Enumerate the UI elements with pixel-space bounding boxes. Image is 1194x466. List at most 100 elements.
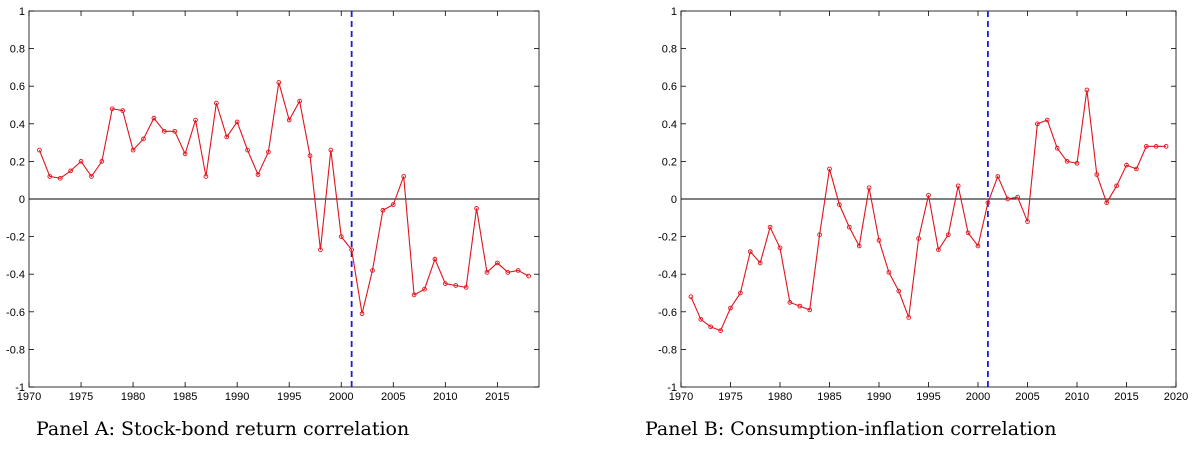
panel-b-x-tick-label: 1980 bbox=[768, 391, 792, 403]
panel-b-data-point bbox=[945, 232, 951, 238]
panel-a-data-point bbox=[276, 80, 282, 85]
panel-b-data-point bbox=[1015, 194, 1020, 200]
panel-a-data-point bbox=[318, 247, 323, 253]
panel-b-data-point bbox=[846, 224, 852, 230]
panel-a-y-tick-label: -1 bbox=[15, 382, 25, 394]
panel-b-data-point bbox=[817, 232, 822, 238]
panel-a-data-point bbox=[255, 172, 261, 177]
panel-a-data-point bbox=[370, 268, 375, 273]
panel-b-x-tick-label: 2000 bbox=[966, 391, 990, 403]
panel-b-data-point bbox=[955, 183, 961, 189]
panel-b-data-point bbox=[995, 174, 1001, 179]
panel-a-data-point bbox=[203, 174, 209, 179]
panel-a-y-tick-label: -0.4 bbox=[6, 269, 25, 281]
panel-b-data-point bbox=[1054, 145, 1060, 151]
panel-a-x-tick-label: 2015 bbox=[485, 391, 509, 403]
panel-a-caption: Panel A: Stock-bond return correlation bbox=[36, 418, 410, 440]
panel-a-data-point bbox=[422, 286, 427, 292]
panel-b-data-point bbox=[767, 224, 773, 230]
panel-b-x-tick-label: 1985 bbox=[817, 391, 841, 403]
panel-a-data-point bbox=[161, 128, 167, 134]
panel-a-chart: -1 -0.8 -0.6 -0.4 -0.2 0 0.2 0.4 0.6 0.8 1 1970 1975… bbox=[6, 6, 540, 403]
panel-b-data-point bbox=[757, 260, 763, 266]
panel-a-data-point bbox=[89, 174, 94, 179]
panel-a-data-point bbox=[474, 206, 479, 211]
panel-b-data-point bbox=[1074, 160, 1080, 166]
panel-a-data-point bbox=[411, 292, 417, 298]
panel-a-data-point bbox=[286, 117, 292, 123]
panel-b-data-point bbox=[1104, 200, 1110, 206]
panel-a-y-tick-label: -0.8 bbox=[6, 344, 25, 356]
panel-b-data-point bbox=[856, 243, 862, 249]
panel-b-data-point bbox=[1114, 183, 1119, 189]
panel-b-data-point bbox=[1005, 196, 1011, 202]
panel-b-data-point bbox=[906, 315, 912, 320]
panel-a-x-tick-label: 1995 bbox=[277, 391, 301, 403]
panel-b-y-tick-label: 1 bbox=[671, 6, 677, 18]
panel-a-data-point bbox=[359, 311, 365, 317]
panel-b-data-point bbox=[827, 166, 832, 172]
panel-b-data-point bbox=[985, 200, 991, 206]
panel-b-caption: Panel B: Consumption-inflation correlati… bbox=[645, 418, 1057, 440]
panel-b-y-tick-label: -0.6 bbox=[658, 307, 677, 319]
panel-b-data-point bbox=[1143, 144, 1149, 149]
panel-a-data-point bbox=[338, 234, 344, 239]
panel-b-x-tick-label: 1975 bbox=[718, 391, 742, 403]
panel-a-x-tick-label: 1970 bbox=[17, 391, 41, 403]
panel-a-data-point bbox=[120, 108, 126, 113]
panel-b-data-point bbox=[787, 300, 793, 305]
panel-b-series-line bbox=[690, 89, 1167, 332]
panel-b-data-point bbox=[916, 236, 921, 241]
panel-a-data-point bbox=[37, 147, 42, 153]
panel-a-data-point bbox=[78, 159, 84, 164]
panel-a-data-point bbox=[172, 128, 178, 134]
panel-a-data-point bbox=[463, 285, 469, 290]
panel-b-data-point bbox=[1134, 166, 1139, 172]
panel-b-y-tick-label: -0.8 bbox=[658, 344, 677, 356]
panel-a-data-point bbox=[141, 136, 146, 142]
panel-a-data-point bbox=[390, 202, 396, 207]
panel-b-x-tick-label: 2005 bbox=[1015, 391, 1039, 403]
panel-a-x-tick-label: 2000 bbox=[329, 391, 353, 403]
panel-b-data-point bbox=[688, 294, 694, 300]
panel-a-y-tick-label: 0.8 bbox=[10, 44, 25, 56]
panel-b-y-tick-label: 0 bbox=[671, 194, 677, 206]
panel-a-data-point bbox=[505, 269, 511, 275]
panel-b-y-tick-label: -0.4 bbox=[658, 269, 677, 281]
panel-a-data-point bbox=[109, 106, 115, 112]
panel-a-x-tick-label: 2005 bbox=[381, 391, 405, 403]
panel-a-data-point bbox=[297, 98, 302, 104]
panel-b-data-point bbox=[886, 269, 892, 275]
panel-a-x-tick-label: 1975 bbox=[69, 391, 93, 403]
panel-b-x-tick-label: 2020 bbox=[1164, 391, 1188, 403]
panel-a-y-tick-label: 1 bbox=[19, 6, 25, 18]
panel-b-data-point bbox=[1025, 219, 1030, 224]
panel-b-data-point bbox=[1035, 121, 1040, 127]
panel-a-y-tick-label: 0.4 bbox=[10, 119, 25, 131]
panel-a-data-point bbox=[515, 268, 521, 273]
panel-a-data-point bbox=[245, 147, 250, 153]
panel-b-data-point bbox=[876, 238, 882, 243]
panel-a-data-point bbox=[453, 283, 459, 288]
panel-a-data-point bbox=[57, 175, 63, 181]
panel-a-data-point bbox=[442, 281, 448, 286]
panel-b-data-point bbox=[708, 324, 714, 330]
panel-b-data-point bbox=[738, 290, 743, 296]
panel-a-data-point bbox=[224, 134, 230, 140]
panel-a-data-point bbox=[432, 256, 438, 262]
panel-b-y-tick-label: 0.6 bbox=[662, 81, 677, 93]
panel-b-x-tick-label: 1990 bbox=[867, 391, 891, 403]
panel-b-data-point bbox=[1084, 87, 1090, 93]
panel-b-data-point bbox=[777, 245, 783, 251]
panel-a-y-tick-label: -0.2 bbox=[6, 232, 25, 244]
panel-a-x-tick-label: 1990 bbox=[225, 391, 249, 403]
panel-b-data-point bbox=[1044, 117, 1050, 123]
panel-b-data-point bbox=[896, 288, 902, 294]
panel-b-data-point bbox=[718, 328, 723, 333]
panel-a-data-point bbox=[213, 100, 219, 106]
panel-a-data-point bbox=[307, 153, 313, 159]
panel-b-data-point bbox=[936, 247, 941, 253]
panel-b-data-point bbox=[1094, 172, 1100, 177]
panel-a-x-tick-label: 1985 bbox=[173, 391, 197, 403]
panel-b-y-tick-label: -0.2 bbox=[658, 232, 677, 244]
